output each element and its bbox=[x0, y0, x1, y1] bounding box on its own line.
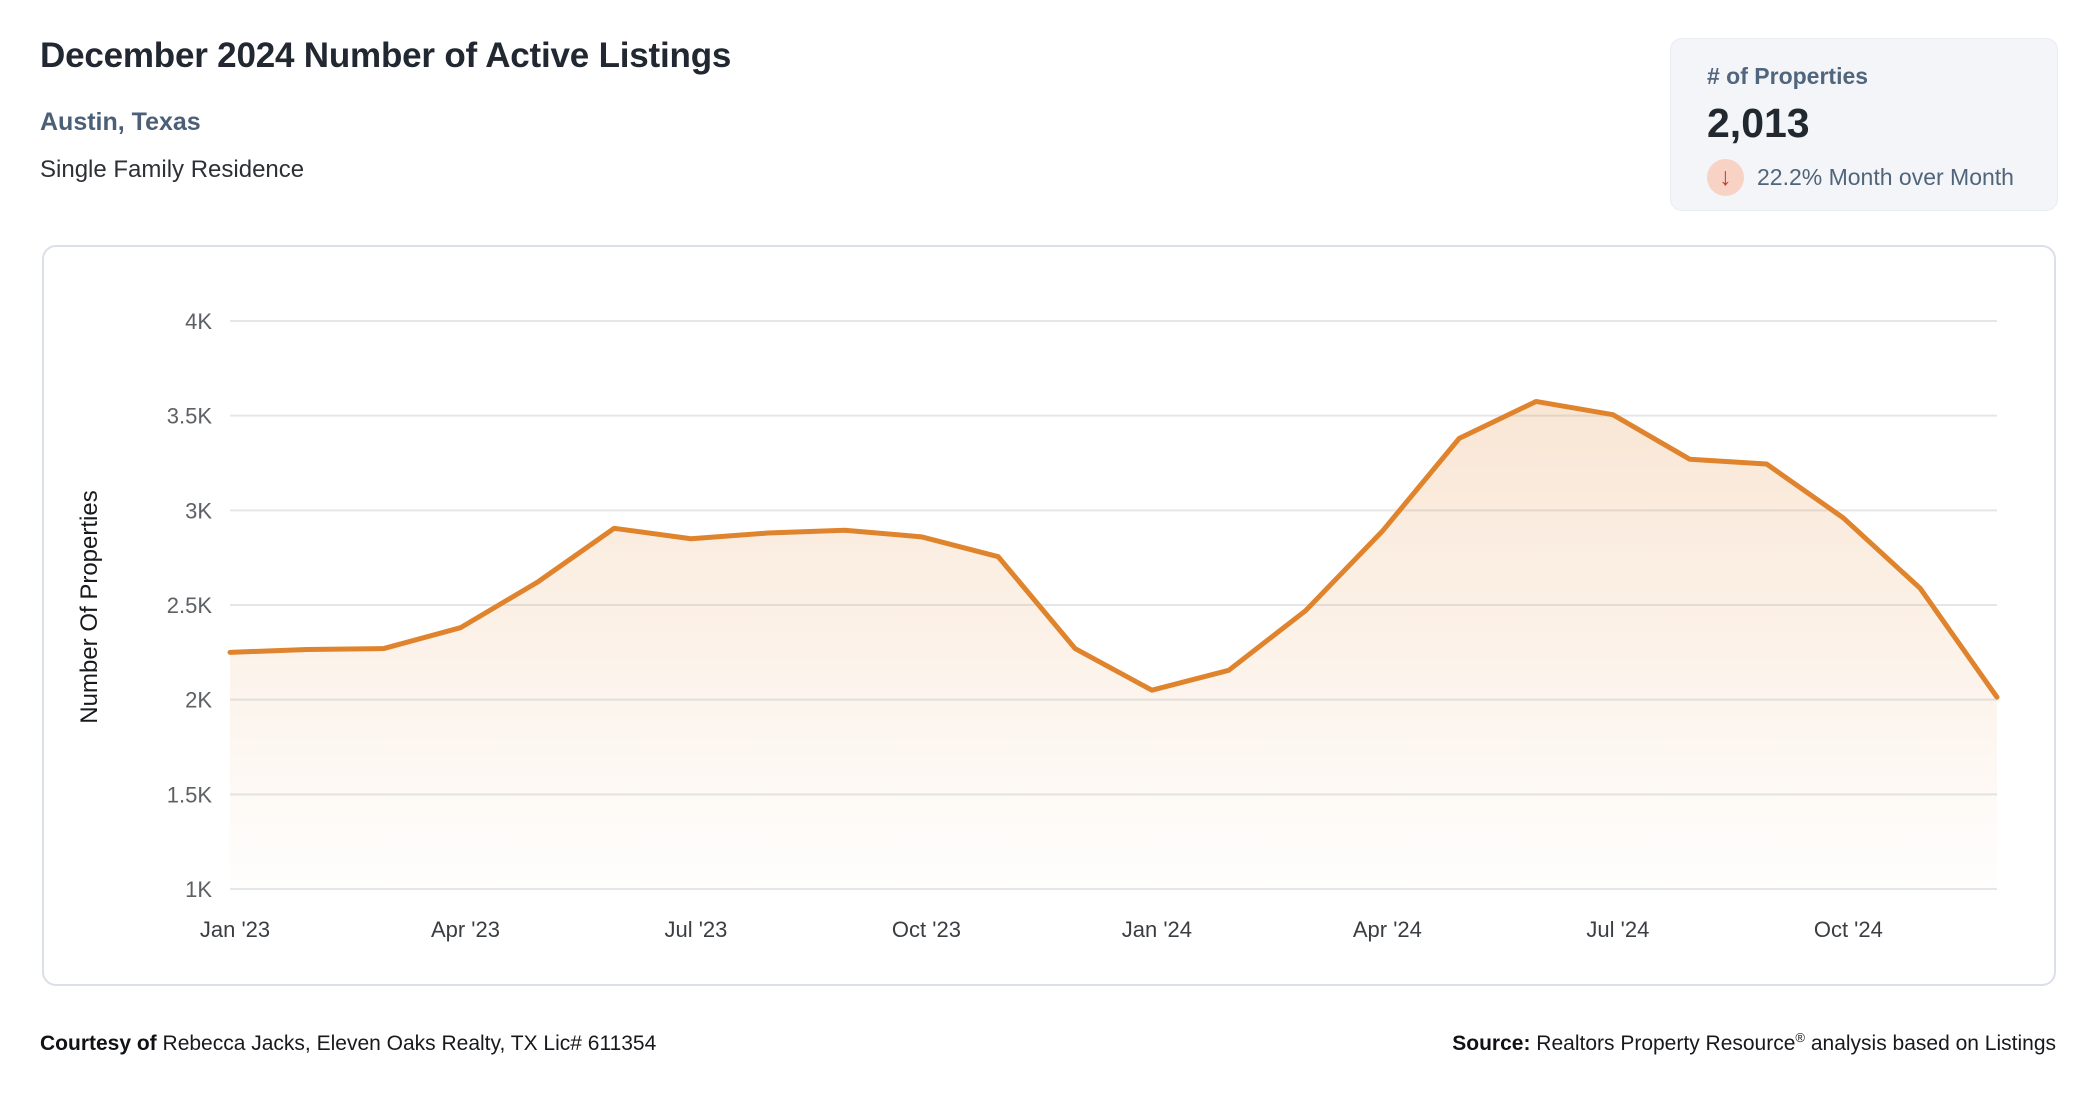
x-tick-label: Jan '23 bbox=[200, 917, 270, 942]
footer: Courtesy of Rebecca Jacks, Eleven Oaks R… bbox=[40, 1030, 2056, 1056]
x-tick-label: Oct '24 bbox=[1814, 917, 1883, 942]
y-tick-label: 1K bbox=[185, 877, 212, 902]
y-tick-label: 2.5K bbox=[167, 593, 213, 618]
x-tick-label: Jul '24 bbox=[1586, 917, 1649, 942]
x-tick-label: Oct '23 bbox=[892, 917, 961, 942]
y-tick-label: 2K bbox=[185, 688, 212, 713]
stat-change-text: 22.2% Month over Month bbox=[1757, 164, 2014, 190]
x-tick-label: Jan '24 bbox=[1122, 917, 1192, 942]
y-tick-label: 4K bbox=[185, 309, 212, 334]
property-type-label: Single Family Residence bbox=[40, 156, 305, 183]
x-tick-label: Apr '24 bbox=[1353, 917, 1422, 942]
y-tick-label: 3K bbox=[185, 498, 212, 523]
footer-courtesy-text: Rebecca Jacks, Eleven Oaks Realty, TX Li… bbox=[162, 1032, 657, 1055]
stat-label: # of Properties bbox=[1707, 63, 1869, 89]
active-listings-chart-card: 4K 3.5K 3K 2.5K 2K 1.5K 1K Jan '23 Apr '23 Jul '2… bbox=[42, 245, 2056, 986]
footer-source-name: Realtors Property Resource bbox=[1536, 1032, 1796, 1055]
stat-change-row: ↓ 22.2% Month over Month bbox=[1707, 159, 2027, 196]
area-fill bbox=[230, 401, 1997, 889]
y-tick-label: 1.5K bbox=[167, 782, 213, 807]
footer-courtesy-label: Courtesy of bbox=[40, 1032, 157, 1055]
registered-trademark-icon: ® bbox=[1795, 1030, 1805, 1045]
footer-source-label: Source: bbox=[1452, 1032, 1531, 1055]
footer-courtesy: Courtesy of Rebecca Jacks, Eleven Oaks R… bbox=[40, 1032, 656, 1056]
y-axis-title: Number Of Properties bbox=[76, 490, 103, 723]
x-tick-label: Apr '23 bbox=[431, 917, 500, 942]
footer-source-suffix: analysis based on Listings bbox=[1810, 1032, 2056, 1055]
trend-line bbox=[227, 398, 2000, 700]
active-listings-area-chart: 4K 3.5K 3K 2.5K 2K 1.5K 1K Jan '23 Apr '23 Jul '2… bbox=[76, 309, 2000, 942]
stat-value: 2,013 bbox=[1707, 100, 1810, 146]
footer-source: Source: Realtors Property Resource® anal… bbox=[1452, 1030, 2056, 1056]
page-title: December 2024 Number of Active Listings bbox=[40, 36, 732, 75]
y-tick-label: 3.5K bbox=[167, 404, 213, 429]
properties-stat-card: # of Properties 2,013 ↓ 22.2% Month over… bbox=[1670, 38, 2058, 211]
arrow-down-icon: ↓ bbox=[1707, 159, 1744, 196]
page-subtitle-location: Austin, Texas bbox=[40, 108, 201, 136]
x-tick-label: Jul '23 bbox=[665, 917, 728, 942]
